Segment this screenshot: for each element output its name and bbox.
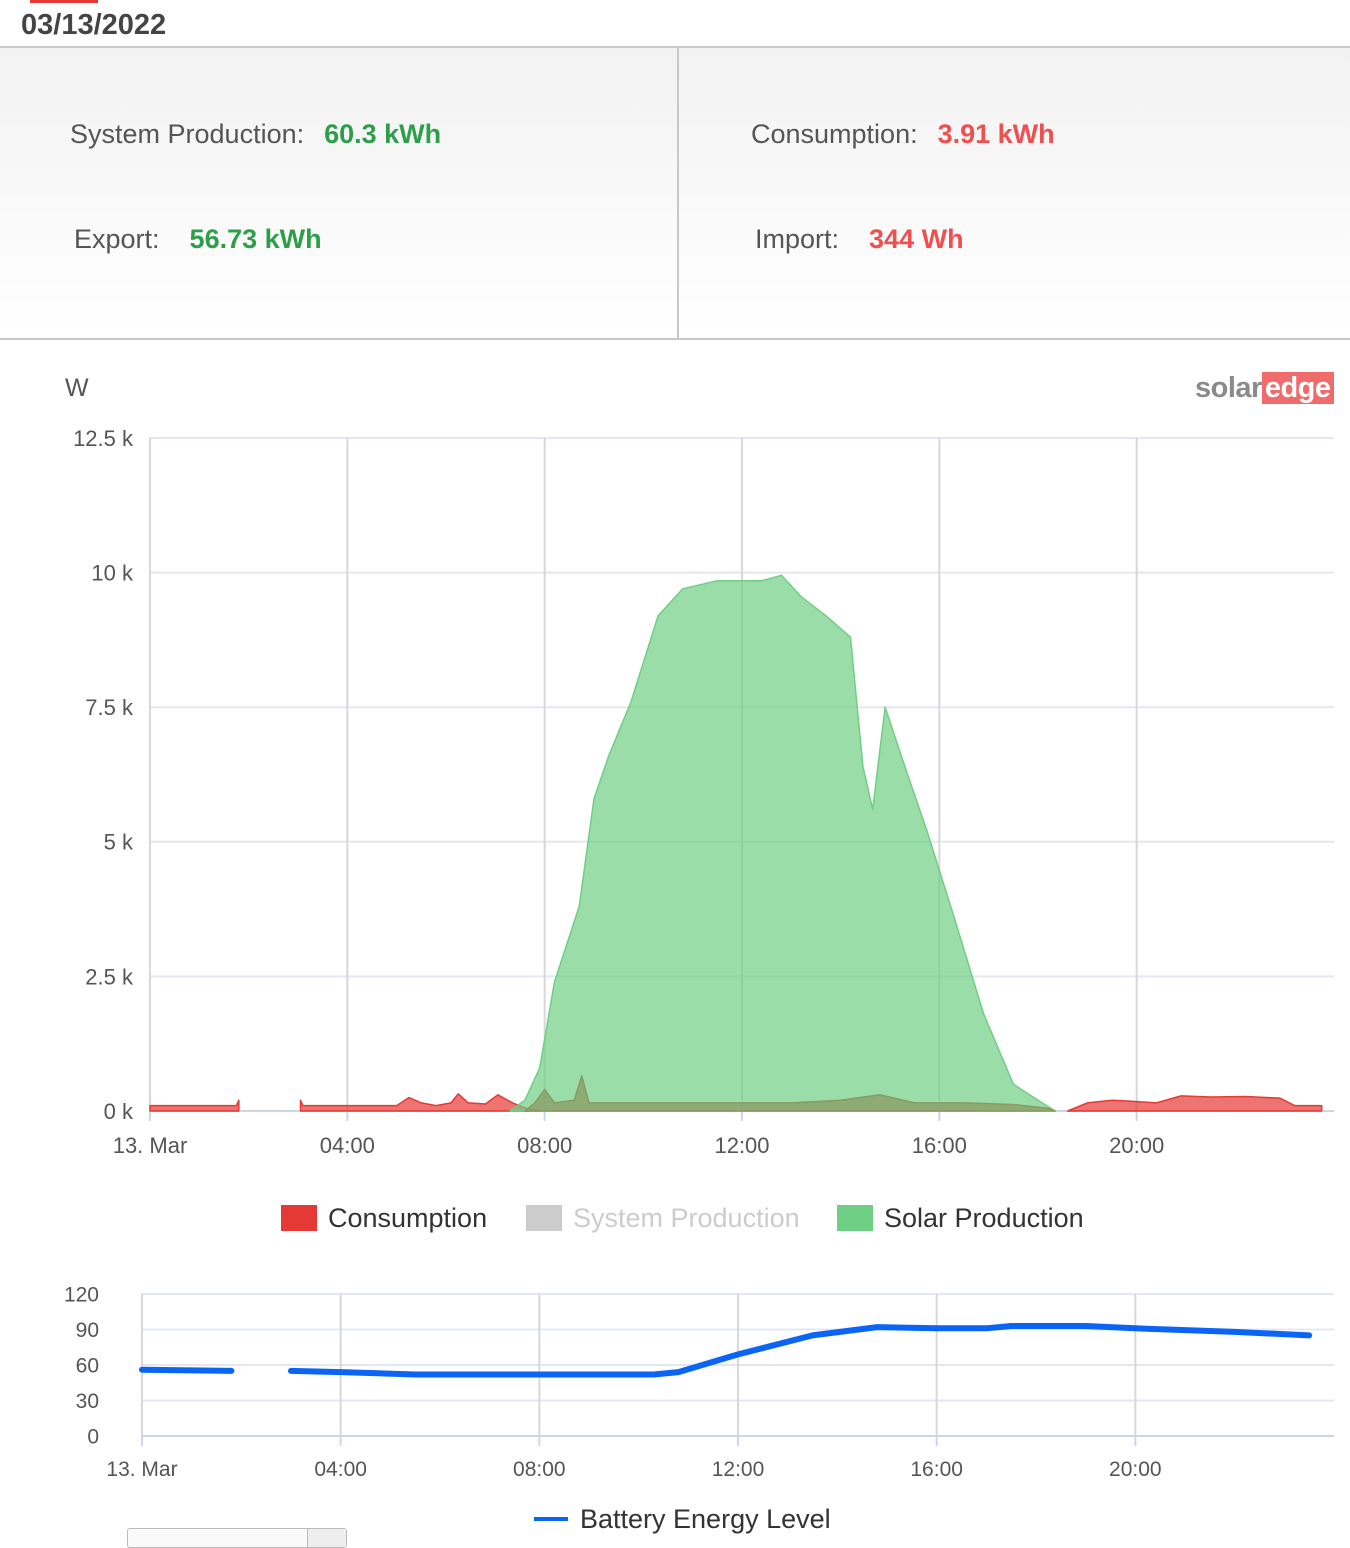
y-tick-label: 7.5 k (85, 695, 134, 720)
legend-swatch (281, 1205, 317, 1231)
scrollbar-handle[interactable] (307, 1529, 346, 1547)
y-tick-label: 10 k (91, 561, 134, 586)
stat-label: Export: (74, 224, 160, 254)
legend-line-swatch (534, 1517, 568, 1521)
y-axis-title: W (65, 374, 89, 402)
y-tick-label: 5 k (104, 830, 134, 855)
battery-chart: 0 30 60 90 120 13. Mar 04:00 08:00 12:00 16:00 20:… (64, 1284, 1334, 1481)
stat-import: Import: 344 Wh (755, 224, 964, 255)
summary-panel: System Production: 60.3 kWh Consumption: 3… (0, 48, 1350, 340)
date-accent-bar (30, 0, 98, 3)
area-consumption (1066, 1095, 1323, 1112)
date-label: 03/13/2022 (21, 9, 167, 41)
power-chart: 0 k 2.5 k 5 k 7.5 k 10 k 12.5 k 13. Mar 04:00 08… (65, 374, 1334, 1158)
logo-text-solar: solar (1195, 372, 1262, 404)
stat-label: Import: (755, 224, 840, 254)
stat-export: Export: 56.73 kWh (74, 224, 322, 255)
solaredge-logo: solar edge (1195, 372, 1334, 405)
area-overlap (524, 1075, 1057, 1112)
legend-label: Solar Production (884, 1203, 1084, 1233)
stat-consumption: Consumption: 3.91 kWh (751, 119, 1055, 150)
legend-swatch (526, 1205, 562, 1231)
navigator-scrollbar[interactable] (127, 1528, 347, 1548)
x-tick-label: 16:00 (912, 1133, 967, 1158)
legend-label: Battery Energy Level (580, 1504, 831, 1534)
x-tick-label: 12:00 (714, 1133, 769, 1158)
stat-label: Consumption: (751, 119, 918, 149)
x-tick-label: 08:00 (517, 1133, 572, 1158)
y-tick-label: 2.5 k (85, 964, 134, 989)
y-tick-label: 12.5 k (73, 426, 134, 451)
x-tick-label: 04:00 (314, 1458, 367, 1481)
x-tick-label: 16:00 (910, 1458, 963, 1481)
line-battery-energy-level (139, 1366, 235, 1374)
stat-value: 344 Wh (869, 224, 964, 254)
legend-label: System Production (573, 1203, 800, 1233)
stat-value: 60.3 kWh (324, 119, 442, 149)
area-consumption (299, 1093, 541, 1112)
legend-item-battery-energy-level[interactable]: Battery Energy Level (534, 1504, 831, 1535)
y-tick-label: 60 (76, 1355, 99, 1378)
stat-value: 56.73 kWh (189, 224, 322, 254)
legend-item-consumption[interactable]: Consumption (281, 1203, 487, 1234)
legend-swatch (837, 1205, 873, 1231)
summary-divider (677, 48, 679, 340)
y-tick-label: 0 k (104, 1099, 134, 1124)
x-tick-label: 20:00 (1109, 1458, 1162, 1481)
x-tick-label: 13. Mar (106, 1458, 177, 1481)
date-header: 03/13/2022 (0, 0, 1350, 48)
x-tick-label: 20:00 (1109, 1133, 1164, 1158)
stat-value: 3.91 kWh (937, 119, 1055, 149)
y-tick-label: 120 (64, 1284, 99, 1307)
y-tick-label: 0 (87, 1426, 99, 1449)
line-battery-energy-level (288, 1323, 1313, 1378)
stat-label: System Production: (70, 119, 305, 149)
x-tick-label: 08:00 (513, 1458, 566, 1481)
x-tick-label: 13. Mar (113, 1133, 188, 1158)
x-tick-label: 12:00 (712, 1458, 765, 1481)
y-tick-label: 30 (76, 1390, 99, 1413)
logo-text-edge: edge (1261, 372, 1334, 404)
area-consumption (149, 1099, 240, 1112)
y-tick-label: 90 (76, 1319, 99, 1342)
legend-item-system-production[interactable]: System Production (526, 1203, 800, 1234)
stat-system-production: System Production: 60.3 kWh (70, 119, 441, 150)
area-solar-production (509, 574, 1057, 1112)
legend-item-solar-production[interactable]: Solar Production (837, 1203, 1084, 1234)
x-tick-label: 04:00 (320, 1133, 375, 1158)
legend-label: Consumption (328, 1203, 488, 1233)
